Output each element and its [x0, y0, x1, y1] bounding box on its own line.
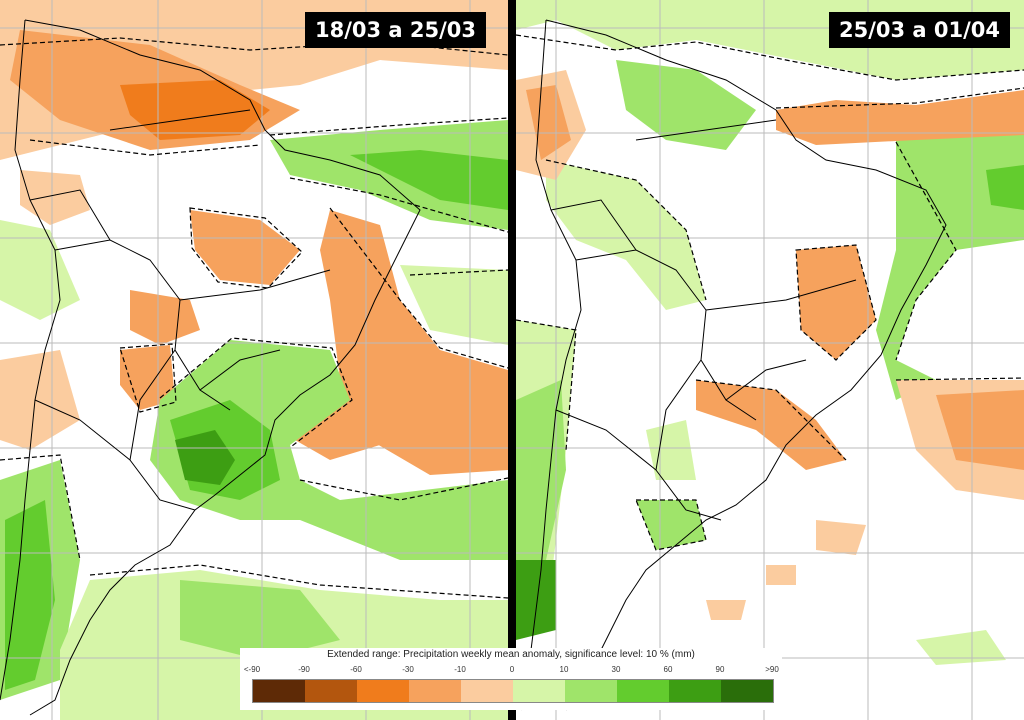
- legend-tick-label: 30: [611, 665, 621, 674]
- legend-tick-label: -90: [298, 665, 310, 674]
- legend-tick-label: <-90: [243, 665, 261, 674]
- significance-contours: [516, 34, 1024, 551]
- coastline: [0, 19, 421, 716]
- legend-swatch: [253, 680, 305, 702]
- legend-tick-label: 0: [509, 665, 515, 674]
- color-legend: Extended range: Precipitation weekly mea…: [240, 648, 782, 710]
- legend-tick-label: -60: [350, 665, 362, 674]
- legend-colorbar: [252, 679, 774, 703]
- gridlines: [0, 0, 508, 720]
- legend-swatch: [461, 680, 513, 702]
- anomaly-map-week-2: [516, 0, 1024, 720]
- significance-contours: [0, 37, 508, 599]
- legend-title: Extended range: Precipitation weekly mea…: [327, 649, 695, 660]
- legend-swatch: [409, 680, 461, 702]
- wet-anomaly-areas: [0, 120, 508, 720]
- gridlines: [516, 0, 1024, 720]
- map-panel-week-2: 25/03 a 01/04: [516, 0, 1024, 720]
- period-label: 18/03 a 25/03: [304, 12, 486, 48]
- anomaly-map-week-1: [0, 0, 508, 720]
- legend-swatch: [513, 680, 565, 702]
- legend-ticks: <-90 -90 -60 -30 -10 0 10 30 60 90 >90: [240, 665, 782, 677]
- legend-swatch: [305, 680, 357, 702]
- legend-tick-label: 90: [715, 665, 725, 674]
- legend-tick-label: -10: [454, 665, 466, 674]
- legend-swatch: [617, 680, 669, 702]
- period-label: 25/03 a 01/04: [828, 12, 1010, 48]
- legend-swatch: [669, 680, 721, 702]
- legend-swatch: [357, 680, 409, 702]
- panel-divider: [508, 0, 516, 720]
- legend-tick-label: >90: [765, 665, 779, 674]
- map-panel-week-1: 18/03 a 25/03: [0, 0, 508, 720]
- legend-tick-label: -30: [402, 665, 414, 674]
- legend-tick-label: 10: [559, 665, 569, 674]
- legend-tick-label: 60: [663, 665, 673, 674]
- legend-swatch: [565, 680, 617, 702]
- coastline: [520, 19, 947, 711]
- legend-swatch: [721, 680, 773, 702]
